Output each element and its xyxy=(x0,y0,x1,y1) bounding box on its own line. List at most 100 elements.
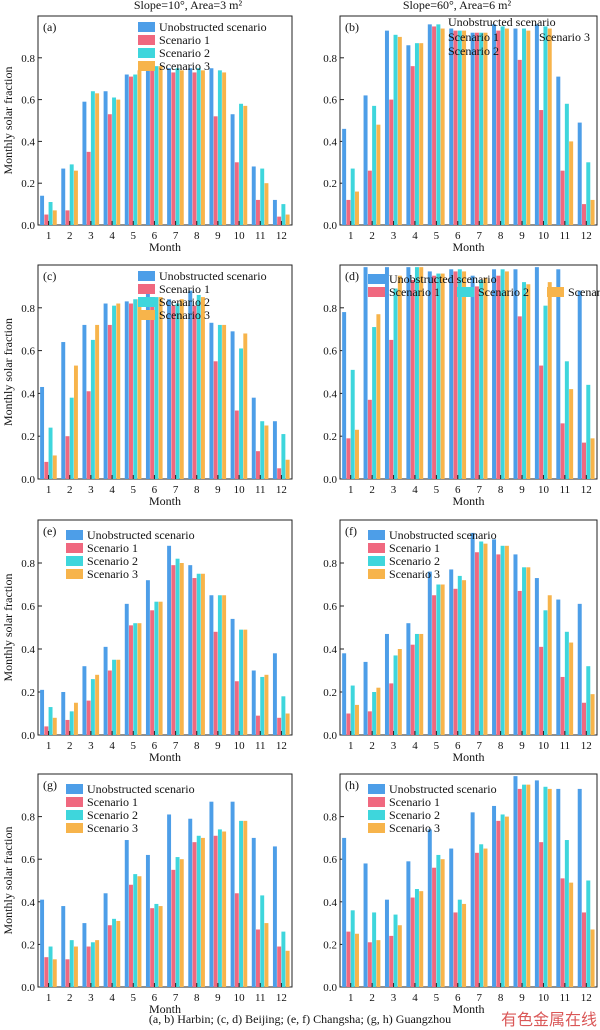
x-tick-label: 4 xyxy=(412,992,418,1004)
bar-scenario-3 xyxy=(590,929,595,987)
bar-scenario-3 xyxy=(526,30,531,225)
bar-scenario-3 xyxy=(569,882,574,987)
bar-scenario-1 xyxy=(107,324,112,479)
bar-unobstructed xyxy=(342,837,347,987)
bar-scenario-3 xyxy=(179,299,184,479)
x-tick-label: 12 xyxy=(581,992,592,1004)
x-tick-label: 12 xyxy=(276,230,287,242)
bar-scenario-2 xyxy=(350,369,355,479)
chart-panel-c: 0.00.20.40.60.81 2 3 4 5 6 7 8 9 10 11 12MonthMonth… xyxy=(1,264,293,508)
x-tick-label: 10 xyxy=(538,992,550,1004)
bar-scenario-3 xyxy=(440,273,445,479)
x-tick-label: 9 xyxy=(519,484,525,496)
x-tick-label: 10 xyxy=(234,484,246,496)
bar-unobstructed xyxy=(577,290,582,479)
x-tick-label: 7 xyxy=(173,230,179,242)
x-tick-label: 11 xyxy=(560,230,571,242)
y-tick-label: 0.8 xyxy=(21,558,35,570)
bar-scenario-3 xyxy=(504,271,509,479)
x-tick-label: 11 xyxy=(560,484,571,496)
bar-scenario-2 xyxy=(69,940,74,987)
bar-scenario-2 xyxy=(239,103,244,225)
bar-scenario-3 xyxy=(95,93,100,225)
bar-scenario-3 xyxy=(264,425,269,479)
legend-swatch xyxy=(66,797,83,807)
bar-scenario-3 xyxy=(179,859,184,987)
y-tick-label: 0.8 xyxy=(323,812,337,824)
bar-unobstructed xyxy=(209,801,214,987)
bar-scenario-1 xyxy=(171,869,176,987)
legend-label: Scenario 3 xyxy=(87,567,138,581)
bar-unobstructed xyxy=(470,532,475,735)
plot-frame xyxy=(37,15,293,226)
bar-scenario-2 xyxy=(586,162,591,225)
y-tick-label: 0.8 xyxy=(21,53,35,65)
bar-unobstructed xyxy=(188,68,193,225)
bar-scenario-1 xyxy=(389,935,394,987)
bar-scenario-3 xyxy=(137,876,142,987)
x-tick-label: 11 xyxy=(255,484,266,496)
x-tick-label: 6 xyxy=(152,740,158,752)
bar-scenario-1 xyxy=(474,552,479,735)
panel-label: (h) xyxy=(345,778,359,792)
bar-scenario-3 xyxy=(376,124,381,225)
bar-scenario-3 xyxy=(95,324,100,479)
bar-scenario-3 xyxy=(73,702,78,735)
bar-scenario-3 xyxy=(200,573,205,735)
bar-unobstructed xyxy=(145,290,150,479)
bar-scenario-2 xyxy=(112,97,117,225)
x-tick-label: 9 xyxy=(215,230,221,242)
bar-scenario-2 xyxy=(522,28,527,225)
x-tick-label: 8 xyxy=(194,230,200,242)
bar-scenario-3 xyxy=(462,580,467,735)
bar-unobstructed xyxy=(61,342,66,479)
x-tick-label: 6 xyxy=(152,230,158,242)
legend-label: Scenario 2 xyxy=(389,808,440,822)
bar-scenario-2 xyxy=(586,880,591,987)
x-tick-label: 6 xyxy=(455,740,461,752)
y-tick-label: 0.8 xyxy=(323,303,337,315)
x-tick-label: 10 xyxy=(538,484,550,496)
x-tick-label: 7 xyxy=(476,484,482,496)
bar-scenario-3 xyxy=(116,920,121,987)
x-tick-label: 11 xyxy=(255,740,266,752)
y-tick-label: 0.0 xyxy=(323,220,337,232)
x-tick-label: 9 xyxy=(519,230,525,242)
y-tick-label: 0.2 xyxy=(323,178,337,190)
plot-frame xyxy=(339,264,598,480)
bar-scenario-1 xyxy=(129,884,133,987)
bar-scenario-1 xyxy=(389,99,394,225)
y-tick-label: 0.6 xyxy=(323,95,337,107)
bar-scenario-2 xyxy=(457,269,462,479)
bar-scenario-2 xyxy=(522,784,527,987)
panel-label: (c) xyxy=(43,269,56,283)
bar-scenario-1 xyxy=(256,199,260,225)
x-axis-label: Month xyxy=(452,240,484,254)
bar-scenario-1 xyxy=(346,438,351,479)
legend-label: Scenario 1 xyxy=(87,541,138,555)
bar-scenario-3 xyxy=(200,70,205,225)
legend-swatch xyxy=(368,274,385,284)
bar-scenario-2 xyxy=(350,168,355,225)
bar-scenario-1 xyxy=(213,835,218,987)
panel-label: (b) xyxy=(345,20,359,34)
bar-scenario-2 xyxy=(393,288,398,479)
bar-scenario-1 xyxy=(496,554,501,735)
chart-panel-g: 0.00.20.40.60.81 2 3 4 5 6 7 8 9 10 11 12MonthMonth… xyxy=(1,773,293,1016)
legend-swatch xyxy=(547,287,564,297)
bar-unobstructed xyxy=(363,863,368,987)
bar-scenario-3 xyxy=(376,940,381,987)
panel-label: (a) xyxy=(43,20,56,34)
legend-label: Scenario 3 xyxy=(87,821,138,835)
bar-scenario-3 xyxy=(419,267,424,479)
x-tick-label: 12 xyxy=(276,484,287,496)
bar-scenario-3 xyxy=(483,848,488,987)
y-tick-label: 0.4 xyxy=(323,388,337,400)
bar-scenario-1 xyxy=(277,717,282,735)
x-tick-label: 3 xyxy=(88,484,94,496)
bar-scenario-3 xyxy=(547,282,552,479)
legend-swatch xyxy=(138,271,155,281)
bar-scenario-3 xyxy=(547,28,552,225)
